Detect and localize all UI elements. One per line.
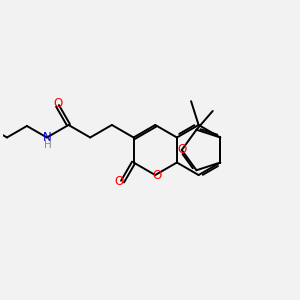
- Text: O: O: [152, 169, 161, 182]
- Text: H: H: [44, 140, 52, 150]
- Text: N: N: [43, 131, 51, 144]
- Text: O: O: [177, 143, 186, 157]
- Text: O: O: [53, 97, 62, 110]
- Text: O: O: [114, 175, 124, 188]
